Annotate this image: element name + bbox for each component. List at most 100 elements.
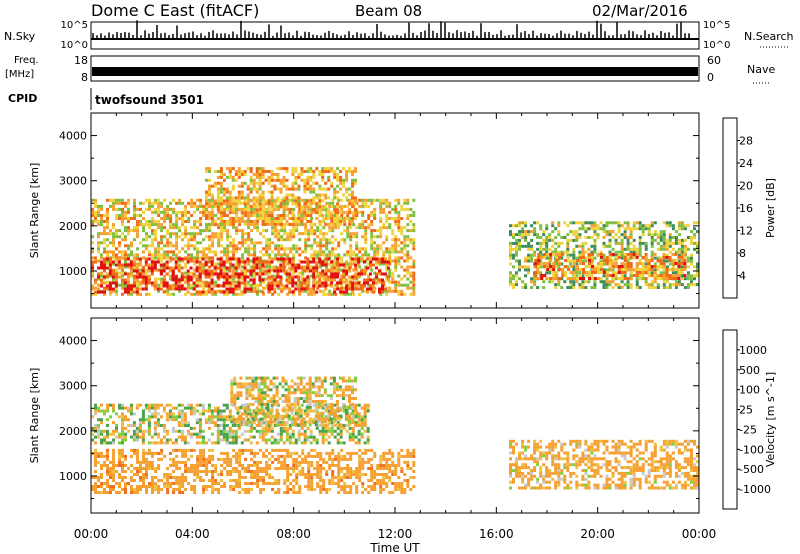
power-cell bbox=[151, 210, 154, 214]
power-cell bbox=[276, 217, 280, 220]
velocity-cell bbox=[112, 406, 115, 410]
power-cell bbox=[294, 199, 298, 203]
power-cell bbox=[304, 217, 308, 220]
power-cell bbox=[394, 247, 398, 251]
power-cell bbox=[379, 232, 383, 236]
power-cell bbox=[388, 256, 392, 260]
power-cell bbox=[258, 170, 262, 173]
power-cell bbox=[270, 199, 274, 203]
power-cell bbox=[327, 167, 331, 171]
power-cell bbox=[677, 283, 681, 287]
velocity-cell bbox=[103, 429, 106, 433]
power-cell bbox=[680, 274, 684, 278]
power-cell bbox=[211, 202, 214, 206]
power-cell bbox=[301, 198, 305, 202]
power-cell bbox=[659, 274, 663, 277]
power-cell bbox=[180, 275, 184, 279]
power-cell bbox=[605, 259, 609, 262]
power-cell bbox=[668, 283, 672, 287]
power-cell bbox=[524, 274, 528, 278]
power-cell bbox=[157, 210, 161, 214]
power-cell bbox=[333, 219, 337, 223]
power-cell bbox=[229, 235, 233, 239]
power-cell bbox=[644, 271, 648, 274]
velocity-cell bbox=[288, 403, 292, 407]
power-cell bbox=[106, 280, 109, 284]
power-cell bbox=[337, 198, 341, 202]
velocity-cell bbox=[198, 435, 202, 439]
power-cell bbox=[354, 211, 357, 215]
power-cell bbox=[154, 277, 158, 281]
power-cell bbox=[629, 227, 633, 231]
velocity-cell bbox=[147, 421, 151, 425]
velocity-cell bbox=[216, 429, 220, 433]
power-cell bbox=[256, 226, 260, 230]
power-cell bbox=[321, 272, 325, 276]
power-cell bbox=[300, 173, 304, 176]
power-cell bbox=[385, 289, 389, 293]
power-cell bbox=[208, 167, 211, 171]
power-cell bbox=[623, 268, 627, 271]
power-cell bbox=[211, 184, 214, 188]
power-cell bbox=[322, 244, 326, 248]
velocity-cell bbox=[150, 415, 154, 419]
power-cell bbox=[321, 208, 325, 212]
power-cell bbox=[668, 274, 672, 277]
power-cell bbox=[253, 198, 257, 202]
power-cell bbox=[336, 272, 340, 276]
power-cell bbox=[138, 281, 142, 285]
power-cell bbox=[265, 247, 269, 251]
power-cell bbox=[166, 232, 170, 236]
power-cell bbox=[243, 199, 247, 203]
power-cell bbox=[372, 263, 375, 267]
power-cell bbox=[270, 219, 274, 223]
power-cell bbox=[111, 272, 115, 276]
power-cell bbox=[403, 253, 407, 257]
power-cell bbox=[608, 255, 612, 259]
power-cell bbox=[331, 204, 335, 208]
power-cell bbox=[118, 198, 121, 202]
power-cell bbox=[280, 283, 284, 287]
power-cell bbox=[136, 280, 139, 284]
power-cell bbox=[611, 286, 615, 289]
power-cell bbox=[361, 198, 365, 202]
power-cell bbox=[226, 235, 230, 239]
power-cell bbox=[683, 250, 687, 254]
power-cell bbox=[127, 207, 130, 211]
velocity-cell bbox=[147, 403, 151, 407]
velocity-cell bbox=[222, 435, 226, 439]
power-cell bbox=[226, 283, 230, 287]
power-cell bbox=[184, 265, 188, 269]
velocity-cell bbox=[135, 435, 139, 439]
power-cell bbox=[330, 214, 334, 217]
velocity-cell bbox=[330, 424, 334, 427]
velocity-cell bbox=[261, 438, 265, 442]
velocity-cell bbox=[279, 438, 283, 442]
power-cell bbox=[286, 247, 290, 251]
power-cell bbox=[199, 201, 203, 205]
power-cell bbox=[231, 184, 235, 188]
power-cell bbox=[406, 265, 410, 269]
power-cell bbox=[208, 178, 211, 182]
power-cell bbox=[259, 214, 263, 217]
power-cell bbox=[234, 257, 238, 261]
power-cell bbox=[172, 292, 176, 296]
power-cell bbox=[345, 170, 349, 173]
power-cell bbox=[391, 247, 395, 251]
power-cell bbox=[340, 292, 344, 296]
power-cell bbox=[130, 289, 133, 293]
power-cell bbox=[100, 278, 103, 282]
power-cell bbox=[255, 187, 259, 191]
power-cell bbox=[376, 244, 380, 248]
power-cell bbox=[611, 277, 615, 280]
power-cell bbox=[229, 259, 233, 263]
power-cell bbox=[178, 229, 182, 233]
power-cell bbox=[348, 222, 352, 226]
power-cell bbox=[220, 226, 224, 230]
power-cell bbox=[593, 244, 597, 248]
velocity-cell bbox=[150, 412, 154, 416]
power-cell bbox=[145, 247, 148, 251]
power-cell bbox=[285, 219, 289, 223]
power-cell bbox=[261, 181, 265, 185]
power-cell bbox=[599, 262, 603, 265]
